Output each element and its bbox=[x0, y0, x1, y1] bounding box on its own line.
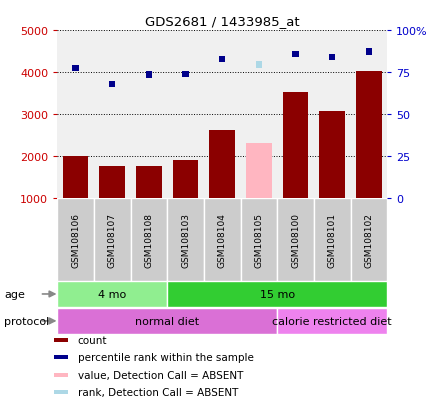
Bar bbox=[277, 198, 314, 281]
Bar bbox=[351, 198, 387, 281]
Bar bbox=[57, 198, 94, 281]
Point bbox=[329, 55, 336, 62]
Bar bbox=[94, 198, 131, 281]
Text: GSM108102: GSM108102 bbox=[364, 212, 374, 267]
Text: 4 mo: 4 mo bbox=[98, 289, 126, 299]
Text: normal diet: normal diet bbox=[135, 316, 199, 326]
Bar bbox=[246, 144, 272, 198]
Point bbox=[72, 65, 79, 72]
Bar bbox=[136, 166, 162, 198]
Point bbox=[182, 71, 189, 78]
Text: GSM108103: GSM108103 bbox=[181, 212, 190, 267]
Text: protocol: protocol bbox=[4, 316, 50, 326]
Bar bbox=[57, 308, 277, 334]
Bar bbox=[54, 390, 68, 394]
Bar bbox=[99, 167, 125, 198]
Bar bbox=[209, 131, 235, 198]
Text: GSM108106: GSM108106 bbox=[71, 212, 80, 267]
Bar bbox=[54, 356, 68, 360]
Point bbox=[255, 62, 262, 69]
Text: count: count bbox=[77, 335, 107, 345]
Point bbox=[365, 49, 372, 56]
Text: rank, Detection Call = ABSENT: rank, Detection Call = ABSENT bbox=[77, 387, 238, 397]
Bar bbox=[319, 112, 345, 198]
Bar bbox=[54, 373, 68, 377]
Bar bbox=[131, 198, 167, 281]
Bar bbox=[54, 338, 68, 342]
Point bbox=[292, 52, 299, 58]
Bar bbox=[241, 198, 277, 281]
Bar bbox=[283, 93, 308, 198]
Text: GSM108104: GSM108104 bbox=[218, 212, 227, 267]
Title: GDS2681 / 1433985_at: GDS2681 / 1433985_at bbox=[145, 15, 300, 28]
Text: percentile rank within the sample: percentile rank within the sample bbox=[77, 353, 253, 363]
Point bbox=[219, 57, 226, 64]
Point bbox=[145, 72, 152, 78]
Text: GSM108100: GSM108100 bbox=[291, 212, 300, 267]
Text: GSM108108: GSM108108 bbox=[144, 212, 154, 267]
Bar bbox=[63, 157, 88, 198]
Bar bbox=[204, 198, 241, 281]
Bar bbox=[167, 198, 204, 281]
Bar bbox=[57, 281, 167, 307]
Text: GSM108107: GSM108107 bbox=[108, 212, 117, 267]
Text: GSM108101: GSM108101 bbox=[328, 212, 337, 267]
Bar bbox=[314, 198, 351, 281]
Text: value, Detection Call = ABSENT: value, Detection Call = ABSENT bbox=[77, 370, 243, 380]
Text: calorie restricted diet: calorie restricted diet bbox=[272, 316, 392, 326]
Bar bbox=[277, 308, 387, 334]
Bar bbox=[167, 281, 387, 307]
Point bbox=[109, 81, 116, 88]
Text: GSM108105: GSM108105 bbox=[254, 212, 264, 267]
Text: 15 mo: 15 mo bbox=[260, 289, 295, 299]
Bar bbox=[173, 161, 198, 198]
Bar bbox=[356, 71, 382, 198]
Text: age: age bbox=[4, 289, 25, 299]
